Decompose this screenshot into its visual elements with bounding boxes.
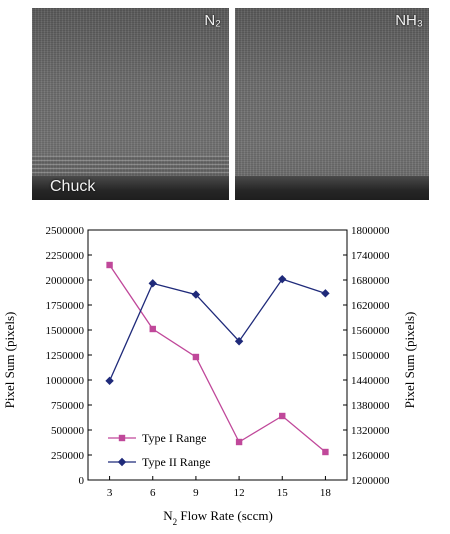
y2-tick-label: 1740000 (351, 250, 390, 262)
x-tick-label: 6 (150, 487, 156, 499)
legend-swatch-marker (118, 434, 126, 442)
x-axis-title-text: N2 Flow Rate (sccm) (163, 508, 273, 527)
y-axis-title: Pixel Sum (pixels) (2, 312, 17, 409)
legend-label: Type II Range (142, 455, 210, 469)
x-tick-label: 18 (320, 487, 332, 499)
y-tick-label: 2500000 (46, 225, 85, 237)
type2-point (234, 337, 244, 346)
y2-tick-label: 1440000 (351, 375, 390, 387)
y-tick-label: 2250000 (46, 250, 85, 262)
type1-line (109, 264, 326, 453)
type1-point (322, 448, 329, 456)
y2-axis-title: Pixel Sum (pixels) (402, 312, 417, 409)
plot-frame (87, 229, 348, 481)
x-tick-label: 12 (234, 487, 245, 499)
photo-texture (32, 8, 229, 200)
series-layer (105, 261, 330, 456)
x-axis-title: N2 Flow Rate (sccm) (163, 508, 273, 527)
n2-label: N₂ (204, 12, 221, 29)
n2-photo: N₂ Chuck (32, 8, 229, 200)
photo-texture (235, 8, 429, 200)
photo-layers (32, 156, 229, 178)
nh3-photo: NH₃ (235, 8, 429, 200)
type2-point (148, 279, 157, 288)
legend-swatch-marker (117, 457, 127, 467)
type2-point (321, 289, 330, 298)
y-tick-label: 2000000 (46, 275, 85, 287)
y-tick-label: 1000000 (46, 375, 85, 387)
y-tick-label: 1250000 (46, 350, 85, 362)
legend-label: Type I Range (142, 431, 206, 445)
type2-line (108, 278, 326, 382)
y2-tick-label: 1320000 (351, 425, 390, 437)
type2-point (278, 274, 287, 284)
type2-point (191, 290, 201, 299)
y-tick-label: 0 (79, 475, 85, 487)
x-axis: 3 6 9 12 15 18 (107, 476, 332, 499)
y-tick-label: 250000 (51, 450, 85, 462)
y2-tick-label: 1620000 (351, 300, 390, 312)
y-tick-label: 1500000 (46, 325, 85, 337)
chuck-label: Chuck (50, 178, 96, 195)
type1-point (235, 438, 243, 446)
type2-point (105, 376, 114, 386)
y2-tick-label: 1680000 (351, 275, 390, 287)
chuck-region (235, 176, 429, 200)
pixel-sum-chart: 0 250000 500000 750000 1000000 1250000 1500000… (2, 225, 417, 527)
y2-tick-label: 1260000 (351, 450, 390, 462)
x-tick-label: 15 (277, 487, 289, 499)
chuck-region (32, 176, 229, 200)
y-tick-label: 500000 (51, 425, 85, 437)
x-tick-label: 3 (107, 487, 113, 499)
y2-tick-label: 1560000 (351, 325, 390, 337)
type1-point (192, 353, 200, 361)
x-tick-label: 9 (193, 487, 199, 499)
type1-point (149, 325, 156, 333)
y2-tick-label: 1380000 (351, 400, 390, 412)
right-axis: 1200000 1260000 1320000 1380000 1440000 15000… (343, 225, 390, 487)
legend: Type I Range Type II Range (108, 431, 210, 469)
y2-tick-label: 1200000 (351, 475, 390, 487)
plot-border (87, 229, 348, 481)
y2-tick-label: 1800000 (351, 225, 390, 237)
left-axis: 0 250000 500000 750000 1000000 1250000 1500000… (46, 225, 92, 487)
y-tick-label: 750000 (51, 400, 85, 412)
nh3-label: NH₃ (395, 12, 423, 29)
y2-tick-label: 1500000 (351, 350, 390, 362)
type1-point (279, 412, 286, 420)
type1-point (106, 261, 113, 269)
y-tick-label: 1750000 (46, 300, 85, 312)
